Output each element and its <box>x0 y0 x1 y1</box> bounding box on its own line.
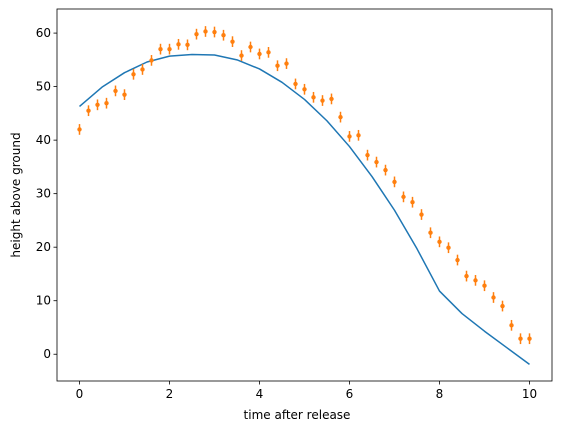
plot-area <box>77 26 532 366</box>
data-point <box>131 72 136 77</box>
data-point <box>140 67 145 72</box>
data-point <box>482 283 487 288</box>
data-point <box>275 63 280 68</box>
x-tick-label: 8 <box>436 387 444 401</box>
data-point <box>86 108 91 113</box>
data-point <box>356 133 361 138</box>
data-point <box>446 245 451 250</box>
data-point <box>104 101 109 106</box>
data-point <box>185 42 190 48</box>
data-point <box>230 39 235 44</box>
y-tick-label: 30 <box>36 187 51 201</box>
y-tick-label: 20 <box>36 240 51 254</box>
data-point <box>203 29 208 34</box>
data-point <box>401 194 406 200</box>
data-point <box>122 92 127 97</box>
y-tick-label: 50 <box>36 80 51 94</box>
data-point <box>491 295 496 300</box>
x-tick-label: 0 <box>76 387 84 401</box>
data-point <box>518 336 523 341</box>
data-point <box>221 33 226 38</box>
data-point <box>500 303 505 309</box>
data-point <box>338 114 343 120</box>
x-tick-label: 6 <box>346 387 354 401</box>
data-point <box>77 127 82 132</box>
data-point <box>149 58 154 63</box>
data-point <box>509 323 514 328</box>
y-tick-label: 10 <box>36 294 51 308</box>
x-tick-label: 10 <box>522 387 537 401</box>
data-point <box>113 88 118 94</box>
data-point <box>374 159 379 165</box>
data-point <box>329 96 334 102</box>
data-point <box>347 134 352 139</box>
data-point <box>455 257 460 263</box>
data-point <box>320 98 325 103</box>
data-point <box>365 152 370 158</box>
data-point <box>95 102 100 108</box>
y-axis-label: height above ground <box>9 132 23 257</box>
data-point <box>158 46 163 52</box>
data-point <box>383 167 388 173</box>
data-point <box>248 44 253 50</box>
data-point <box>302 87 307 92</box>
data-point <box>437 239 442 245</box>
y-tick-label: 40 <box>36 133 51 147</box>
data-point <box>311 95 316 100</box>
data-point <box>257 51 262 57</box>
data-point <box>176 42 181 47</box>
data-point <box>293 81 298 87</box>
data-point <box>410 200 415 205</box>
axes-frame <box>56 8 553 382</box>
y-tick-label: 60 <box>36 26 51 40</box>
y-tick-label: 0 <box>43 347 51 361</box>
data-point <box>392 179 397 185</box>
x-tick-label: 4 <box>256 387 264 401</box>
data-point <box>473 278 478 283</box>
data-point <box>212 29 217 35</box>
data-point <box>266 50 271 55</box>
data-point <box>194 31 199 37</box>
data-point <box>284 61 289 66</box>
series-group <box>77 26 532 366</box>
data-point <box>464 273 469 279</box>
axes: 0 2 4 6 8 10 0 10 20 30 40 50 60 <box>36 8 553 401</box>
fit-curve-line <box>79 53 530 366</box>
data-point <box>167 46 172 52</box>
data-point <box>527 336 532 341</box>
data-point <box>419 212 424 217</box>
x-tick-label: 2 <box>166 387 174 401</box>
data-point <box>239 53 244 58</box>
x-axis-label: time after release <box>244 408 351 422</box>
data-point <box>428 230 433 235</box>
